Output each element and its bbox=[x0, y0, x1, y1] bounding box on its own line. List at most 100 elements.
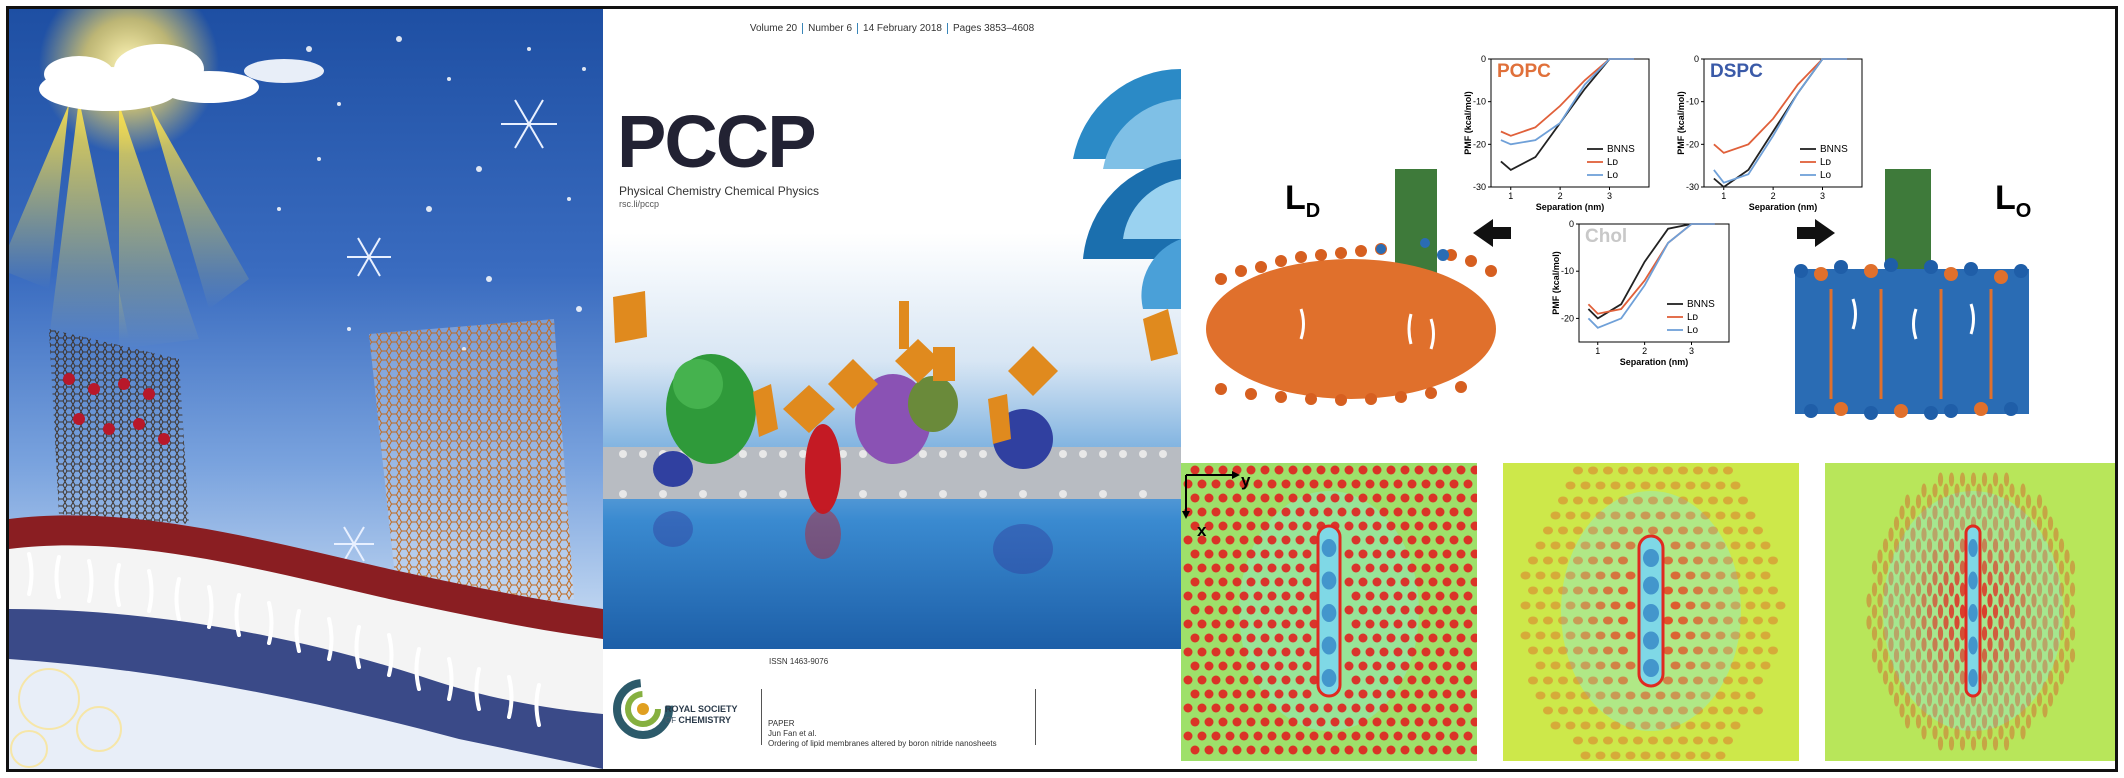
density-spot bbox=[1959, 582, 1966, 597]
density-spot bbox=[2009, 527, 2015, 542]
density-spot bbox=[1449, 675, 1459, 685]
density-spot bbox=[1753, 676, 1763, 685]
density-spot bbox=[2009, 615, 2015, 630]
density-spot bbox=[1904, 604, 1911, 619]
density-spot bbox=[1899, 659, 1905, 674]
sun-rays bbox=[9, 99, 249, 349]
density-spot bbox=[2009, 659, 2015, 674]
density-spot bbox=[2036, 626, 2043, 641]
density-spot bbox=[1260, 745, 1270, 755]
density-spot bbox=[1932, 483, 1938, 498]
density-spot bbox=[1428, 745, 1438, 755]
density-spot bbox=[1700, 481, 1711, 490]
plot-frame bbox=[1703, 58, 1863, 188]
density-spot bbox=[1580, 751, 1591, 760]
density-spot bbox=[2003, 604, 2010, 619]
density-spot bbox=[2064, 615, 2070, 630]
density-spot bbox=[1400, 745, 1410, 755]
density-spot bbox=[1197, 535, 1207, 545]
density-spot bbox=[1715, 721, 1726, 730]
density-spot bbox=[1921, 681, 1927, 696]
density-spot bbox=[1421, 591, 1431, 601]
density-spot bbox=[1393, 591, 1403, 601]
density-spot bbox=[1414, 521, 1424, 531]
density-spot bbox=[1414, 549, 1424, 559]
density-spot bbox=[1937, 736, 1944, 751]
density-spot bbox=[1685, 481, 1696, 490]
density-spot bbox=[1400, 521, 1410, 531]
density-spot bbox=[1565, 601, 1576, 610]
density-spot bbox=[1442, 633, 1452, 643]
density-spot bbox=[1435, 647, 1445, 657]
density-spot bbox=[1915, 626, 1922, 641]
density-spot bbox=[1943, 637, 1949, 652]
density-spot bbox=[1190, 577, 1200, 587]
y-axis-label: PMF (kcal/mol) bbox=[1551, 251, 1561, 315]
density-spot bbox=[1232, 689, 1242, 699]
density-spot bbox=[1685, 721, 1696, 730]
density-spot bbox=[1218, 661, 1228, 671]
density-spot bbox=[1618, 586, 1628, 595]
density-spot bbox=[1693, 466, 1703, 475]
density-spot bbox=[2047, 692, 2054, 707]
density-spot bbox=[2047, 582, 2054, 597]
density-spot bbox=[1685, 691, 1696, 700]
density-spot bbox=[1407, 535, 1417, 545]
density-spot bbox=[1588, 736, 1598, 745]
density-spot bbox=[1915, 692, 1922, 707]
density-spot bbox=[1640, 691, 1651, 700]
density-spot bbox=[1225, 703, 1235, 713]
density-spot bbox=[1183, 647, 1193, 657]
density-spot bbox=[1260, 717, 1270, 727]
density-spot bbox=[1678, 676, 1688, 685]
density-map-1 bbox=[1181, 463, 1477, 761]
density-spot bbox=[1693, 646, 1703, 655]
density-spot bbox=[1700, 601, 1711, 610]
density-spot bbox=[1281, 563, 1291, 573]
density-spot bbox=[1948, 670, 1955, 685]
density-spot bbox=[1970, 472, 1977, 487]
density-spot bbox=[1267, 731, 1277, 741]
density-spot bbox=[1693, 586, 1703, 595]
density-spot bbox=[1877, 593, 1883, 608]
density-spot bbox=[1954, 681, 1960, 696]
density-spot bbox=[2042, 637, 2048, 652]
density-spot bbox=[1204, 633, 1214, 643]
density-spot bbox=[1274, 605, 1284, 615]
density-spot bbox=[2025, 670, 2032, 685]
density-spot bbox=[1959, 692, 1966, 707]
density-spot bbox=[1723, 616, 1733, 625]
density-spot bbox=[1274, 521, 1284, 531]
density-spot bbox=[1730, 631, 1741, 640]
density-spot bbox=[1449, 479, 1459, 489]
density-spot bbox=[1882, 560, 1889, 575]
density-spot bbox=[1372, 661, 1382, 671]
density-spot bbox=[1558, 526, 1568, 535]
density-spot bbox=[1400, 577, 1410, 587]
density-spot bbox=[1351, 507, 1361, 517]
density-spot bbox=[1550, 661, 1561, 670]
density-spot bbox=[1274, 689, 1284, 699]
density-spot bbox=[1421, 703, 1431, 713]
density-spot bbox=[1197, 675, 1207, 685]
density-spot bbox=[1428, 577, 1438, 587]
density-spot bbox=[1610, 481, 1621, 490]
density-spot bbox=[1528, 676, 1538, 685]
density-spot bbox=[1998, 549, 2004, 564]
density-spot bbox=[1337, 479, 1347, 489]
density-spot bbox=[1400, 549, 1410, 559]
density-spot bbox=[1358, 521, 1368, 531]
density-spot bbox=[1603, 706, 1613, 715]
y-tick-label: -30 bbox=[1686, 182, 1699, 192]
density-spot bbox=[1700, 751, 1711, 760]
density-spot bbox=[1232, 493, 1242, 503]
density-spot bbox=[1528, 586, 1538, 595]
density-spot bbox=[2020, 637, 2026, 652]
density-spot bbox=[1386, 661, 1396, 671]
density-spot bbox=[1344, 661, 1354, 671]
density-spot bbox=[2031, 549, 2037, 564]
density-spot bbox=[1573, 646, 1583, 655]
density-spot bbox=[1239, 479, 1249, 489]
density-spot bbox=[1618, 556, 1628, 565]
density-spot bbox=[1435, 675, 1445, 685]
